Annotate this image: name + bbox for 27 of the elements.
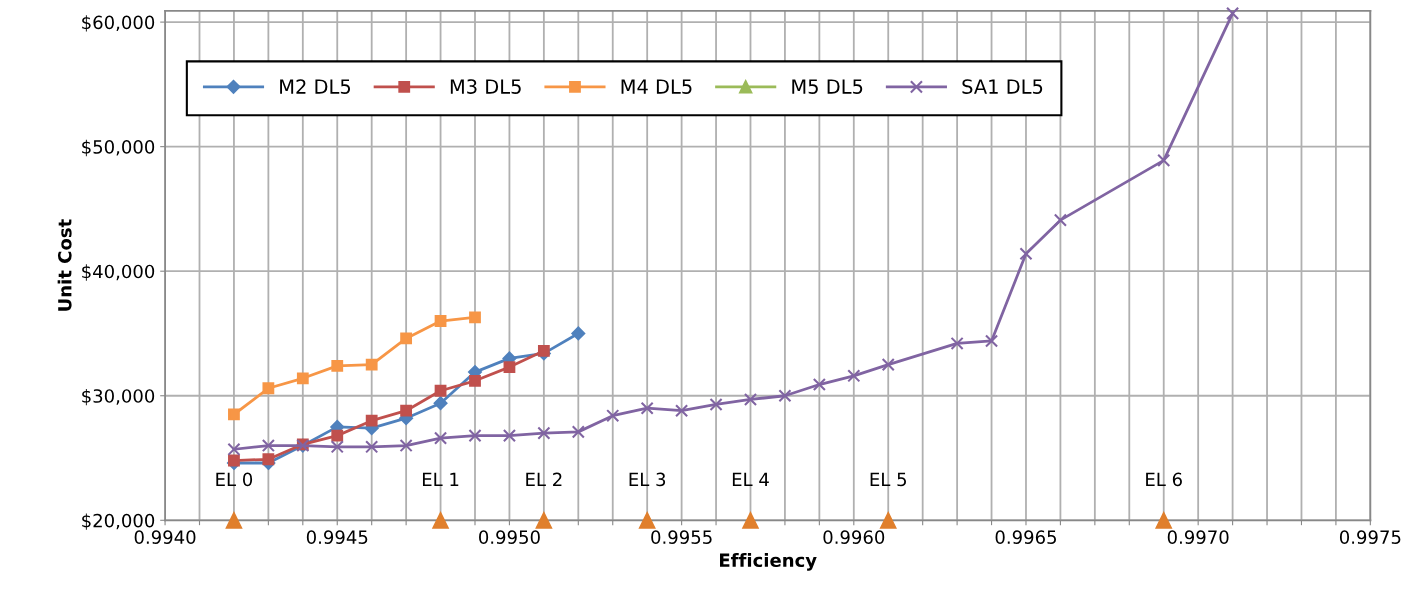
x-tick-label: 0.9940 bbox=[134, 530, 196, 544]
y-axis-title: Unit Cost bbox=[57, 219, 72, 311]
x-tick-label: 0.9955 bbox=[651, 530, 712, 544]
legend-label: M5 DL5 bbox=[792, 79, 863, 94]
annotation: EL 1 bbox=[422, 472, 459, 486]
annotation: EL 6 bbox=[1146, 472, 1182, 487]
y-tick-label: $20,000 bbox=[82, 513, 155, 530]
y-tick-label: $60,000 bbox=[82, 15, 155, 32]
legend-label: M4 DL5 bbox=[621, 79, 692, 94]
legend-label: M2 DL5 bbox=[280, 79, 351, 94]
x-tick-label: 0.9970 bbox=[1167, 530, 1229, 544]
annotation: EL 0 bbox=[216, 472, 253, 487]
legend-label: SA1 DL5 bbox=[962, 79, 1043, 94]
x-tick-label: 0.9945 bbox=[306, 530, 368, 544]
x-tick-label: 0.9965 bbox=[995, 530, 1056, 544]
x-tick-label: 0.9960 bbox=[823, 530, 885, 544]
x-tick-label: 0.9975 bbox=[1339, 530, 1401, 544]
legend-label: M3 DL5 bbox=[450, 79, 521, 94]
annotation: EL 3 bbox=[629, 472, 666, 487]
y-tick-label: $50,000 bbox=[82, 139, 155, 157]
x-axis-title: Efficiency bbox=[720, 553, 817, 571]
y-tick-label: $40,000 bbox=[82, 264, 155, 281]
y-tick-label: $30,000 bbox=[82, 388, 155, 406]
annotation: EL 5 bbox=[870, 472, 907, 487]
x-tick-label: 0.9950 bbox=[479, 530, 540, 544]
annotation: EL 2 bbox=[526, 472, 562, 486]
annotation: EL 4 bbox=[732, 472, 769, 486]
